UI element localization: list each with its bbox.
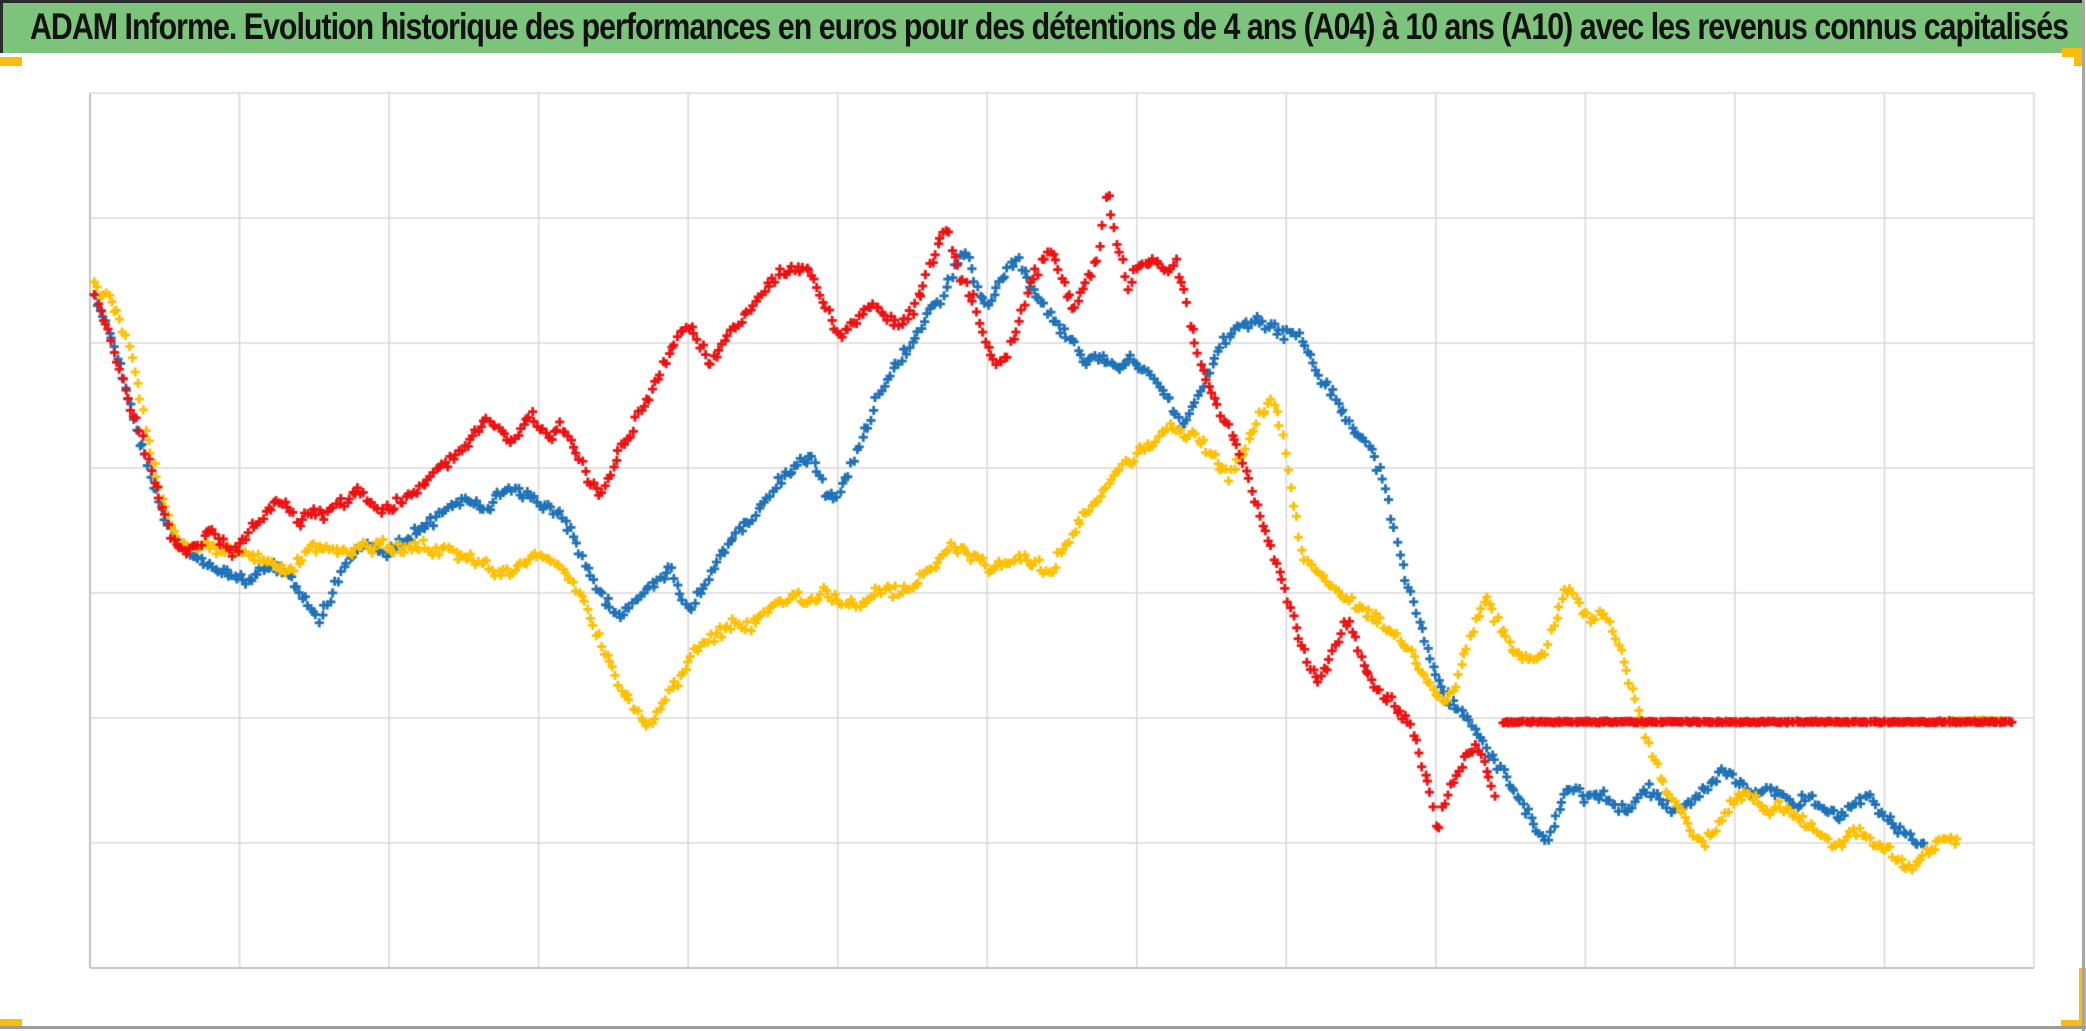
- sheet-bottom-edge-line: [0, 1026, 2086, 1029]
- selection-corner-top-right-vertical: [2074, 48, 2083, 66]
- selection-corner-bottom-right: [2061, 1020, 2086, 1028]
- selection-corner-top-right: [2062, 48, 2083, 57]
- performance-chart[interactable]: [0, 53, 2082, 1013]
- selection-corner-top-left: [0, 57, 22, 66]
- sheet-right-edge-line: [2082, 0, 2085, 1031]
- selection-corner-bottom-left: [0, 1019, 22, 1028]
- title-cell[interactable]: ADAM Informe. Evolution historique des p…: [0, 0, 2082, 53]
- performance-chart-canvas[interactable]: [0, 53, 2082, 1013]
- page-title: ADAM Informe. Evolution historique des p…: [30, 6, 2069, 47]
